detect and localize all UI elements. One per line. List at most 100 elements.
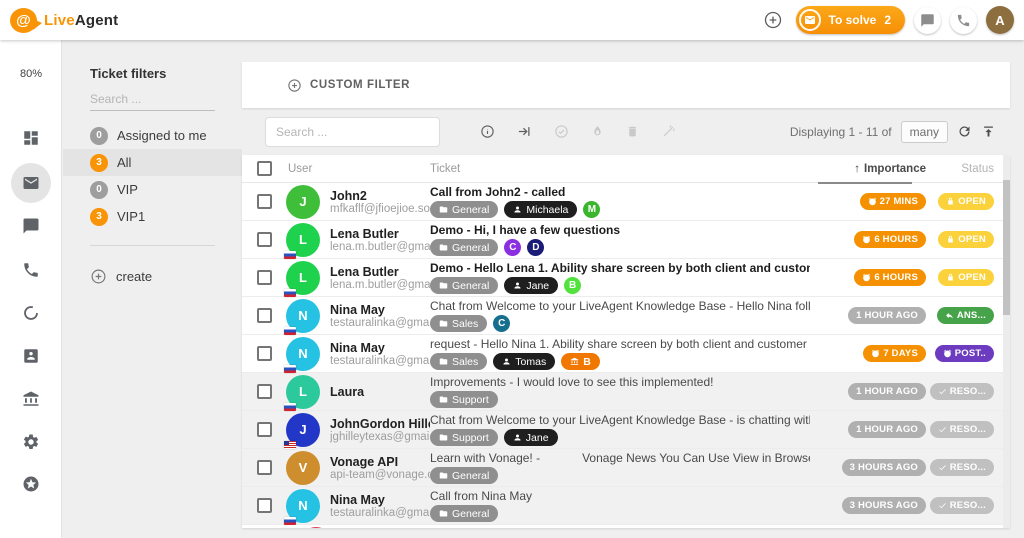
tag-circle-badge: M — [583, 201, 601, 218]
tickets-table: User Ticket ↑ Importance Status J John2 … — [242, 155, 1010, 528]
usage-percent: 80% — [19, 68, 43, 80]
table-row[interactable]: N Nina May testauralinka@gmail.c... requ… — [242, 335, 1010, 373]
table-row[interactable]: J JohnGordon Hilley jghilleytexas@gmail.… — [242, 411, 1010, 449]
rail-dashboard-icon[interactable] — [0, 118, 62, 158]
country-flag-icon — [284, 250, 296, 259]
tag-circle-badge: C — [493, 315, 511, 332]
table-header-row: User Ticket ↑ Importance Status — [242, 155, 1010, 184]
table-row[interactable]: L Laura Improvements - I would love to s… — [242, 373, 1010, 411]
rail-star-circle-icon[interactable] — [0, 464, 62, 504]
filter-item-assigned-to-me[interactable]: 0 Assigned to me — [63, 122, 242, 149]
avatar-letter: N — [298, 498, 308, 513]
filter-label: VIP1 — [117, 209, 146, 224]
table-row[interactable]: L Lena Butler lena.m.butler@gmail.... De… — [242, 221, 1010, 259]
info-icon[interactable] — [480, 124, 495, 139]
ticket-tags: General — [430, 467, 499, 484]
row-checkbox[interactable] — [257, 384, 272, 399]
row-checkbox[interactable] — [257, 498, 272, 513]
add-new-button[interactable] — [759, 6, 787, 34]
user-name: Nina May — [330, 302, 385, 317]
custom-filter-button[interactable]: CUSTOM FILTER — [287, 78, 410, 93]
check-circle-icon[interactable] — [554, 124, 569, 139]
ticket-tags: Support — [430, 391, 498, 408]
status-badge: RESO... — [929, 383, 994, 400]
avatar: J — [286, 184, 320, 219]
rail-ring-icon[interactable] — [0, 293, 62, 333]
envelope-icon — [798, 9, 821, 31]
avatar — [300, 527, 332, 528]
status-badge: RESO... — [929, 459, 994, 476]
calls-button[interactable] — [950, 6, 977, 34]
scroll-top-icon[interactable] — [981, 124, 996, 139]
rail-phone-icon[interactable] — [0, 250, 62, 290]
trash-icon[interactable] — [626, 124, 639, 139]
avatar: N — [284, 488, 320, 525]
row-checkbox[interactable] — [257, 346, 272, 361]
wand-icon[interactable] — [661, 124, 676, 139]
department-badge: General — [430, 201, 499, 218]
scrollbar-thumb[interactable] — [1003, 180, 1010, 315]
custom-filter-label: CUSTOM FILTER — [310, 79, 411, 91]
nav-rail: 80% — [0, 40, 62, 538]
plus-circle-icon — [287, 78, 302, 93]
page-size-select[interactable]: many — [900, 120, 948, 143]
column-ticket: Ticket — [430, 162, 461, 175]
filter-count-badge: 3 — [90, 207, 108, 226]
table-row[interactable]: J John2 mfkaflf@jfioejioe.sofds Call fro… — [242, 183, 1010, 221]
importance-badge: 1 HOUR AGO — [848, 421, 926, 438]
table-row[interactable]: V Vonage API api-team@vonage.com Learn w… — [242, 449, 1010, 487]
row-checkbox[interactable] — [257, 270, 272, 285]
ticket-subject: Call from Nina May — [430, 489, 533, 503]
rail-mail-icon[interactable] — [0, 163, 62, 203]
column-status[interactable]: Status — [961, 162, 994, 175]
agent-badge: Tomas — [493, 353, 556, 370]
select-all-checkbox[interactable] — [257, 161, 272, 176]
importance-badge: 1 HOUR AGO — [848, 383, 926, 400]
row-checkbox[interactable] — [257, 460, 272, 475]
department-badge: Sales — [430, 353, 488, 370]
ticket-tags: General C D — [430, 239, 545, 256]
row-checkbox[interactable] — [257, 194, 272, 209]
ticket-filters-panel: Ticket filters 0 Assigned to me 3 All 0 … — [63, 40, 242, 538]
table-row[interactable]: L Lena Butler lena.m.butler@gmail.... De… — [242, 259, 1010, 297]
user-avatar-letter: A — [995, 12, 1005, 28]
sort-arrow-icon: ↑ — [854, 162, 860, 175]
table-row[interactable]: N Nina May testauralinka@gmail.c... Chat… — [242, 297, 1010, 335]
sort-indicator — [818, 181, 912, 184]
to-solve-button[interactable]: To solve 2 — [795, 6, 905, 34]
user-name: Nina May — [330, 492, 385, 507]
column-user: User — [288, 162, 313, 175]
rail-contact-card-icon[interactable] — [0, 336, 62, 376]
table-row-partial[interactable] — [242, 525, 1010, 528]
rail-gear-icon[interactable] — [0, 422, 62, 462]
importance-badge: 3 HOURS AGO — [841, 497, 926, 514]
ticket-search-input[interactable] — [265, 116, 440, 147]
filter-search-input[interactable] — [90, 88, 215, 111]
avatar-letter: N — [298, 308, 308, 323]
avatar: V — [286, 450, 320, 485]
table-row[interactable]: N Nina May testauralinka@gmail.c... Call… — [242, 487, 1010, 525]
status-badge: OPEN — [938, 193, 994, 210]
rail-bank-icon[interactable] — [0, 379, 62, 419]
column-importance[interactable]: ↑ Importance — [816, 155, 926, 184]
create-filter-button[interactable]: create — [90, 268, 152, 285]
to-solve-count: 2 — [884, 13, 891, 27]
filter-count-badge: 3 — [90, 153, 108, 172]
filter-label: All — [117, 155, 132, 170]
filter-item-vip1[interactable]: 3 VIP1 — [63, 203, 242, 230]
chats-button[interactable] — [914, 6, 941, 34]
rail-chat-icon[interactable] — [0, 206, 62, 246]
resolve-next-icon[interactable] — [517, 124, 532, 139]
refresh-icon[interactable] — [957, 124, 972, 139]
app-header: @ LiveAgent To solve 2 A — [0, 0, 1024, 40]
user-avatar[interactable]: A — [986, 6, 1014, 34]
country-flag-icon — [284, 402, 296, 411]
flame-icon[interactable] — [591, 124, 604, 139]
row-checkbox[interactable] — [257, 232, 272, 247]
panel-title: Ticket filters — [90, 66, 167, 81]
row-checkbox[interactable] — [257, 308, 272, 323]
filter-item-all[interactable]: 3 All — [63, 149, 242, 176]
filter-item-vip[interactable]: 0 VIP — [63, 176, 242, 203]
row-checkbox[interactable] — [257, 422, 272, 437]
status-badge: OPEN — [938, 269, 994, 286]
